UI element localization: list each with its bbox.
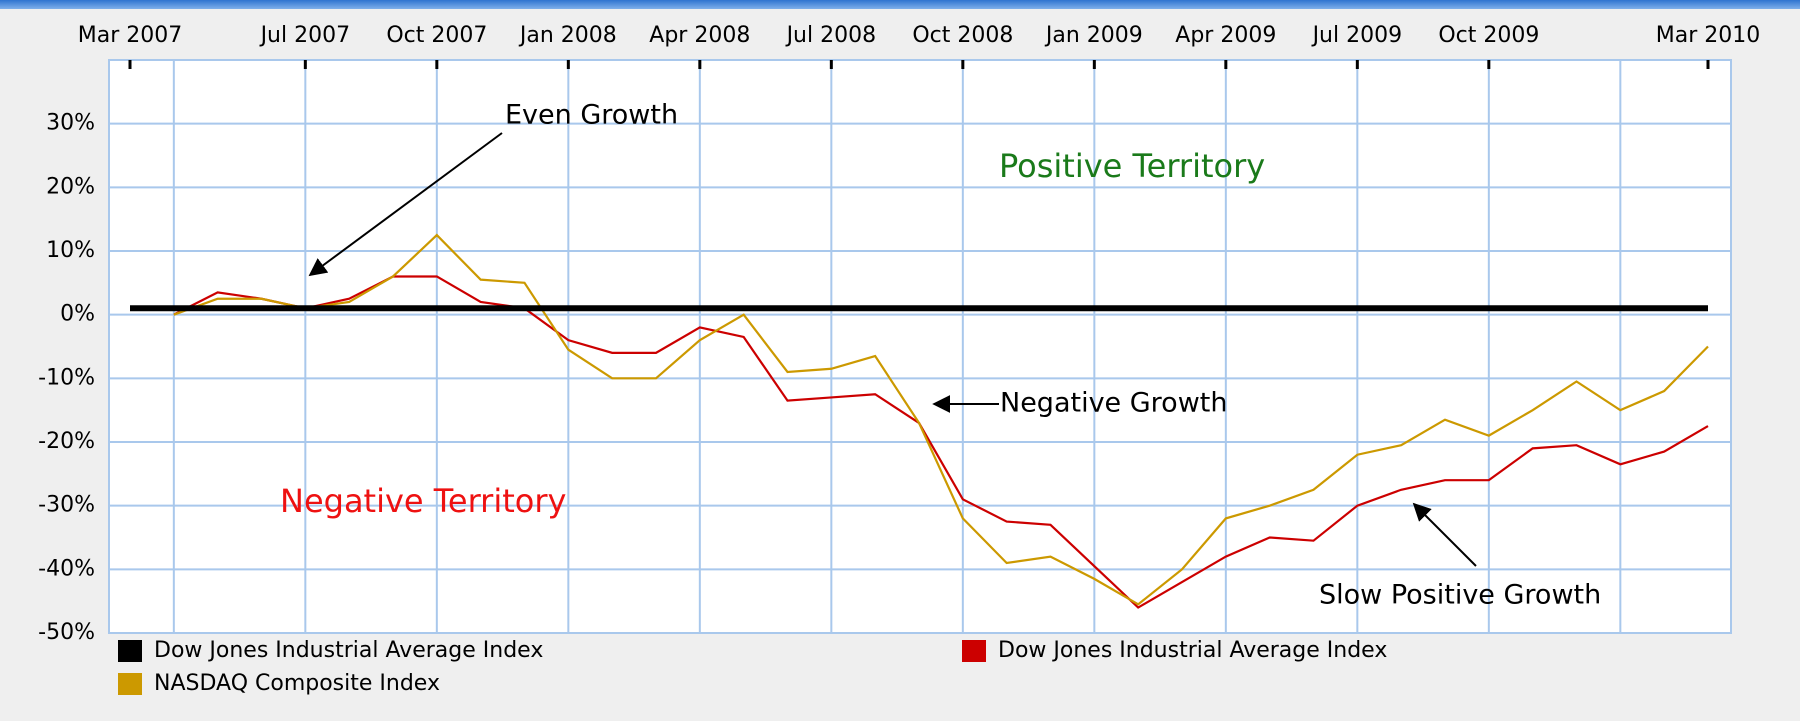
x-tick-label: Jan 2008 [518,23,617,48]
y-tick-label: 0% [60,302,95,327]
x-tick-label: Oct 2007 [386,23,487,48]
legend-swatch [962,640,986,662]
y-tick-label: 20% [46,174,95,199]
series-line [173,275,1709,609]
x-tick-label: Jul 2009 [1311,23,1403,48]
legend-label: Dow Jones Industrial Average Index [154,638,543,663]
arrow [1412,502,1477,567]
plot-area [108,59,1732,634]
y-tick-label: -20% [38,429,95,454]
x-tick-label: Oct 2008 [912,23,1013,48]
x-tick-label: Apr 2009 [1175,23,1276,48]
x-tick-label: Mar 2010 [1656,23,1761,48]
y-tick-label: 10% [46,238,95,263]
annotation: Slow Positive Growth [1319,580,1601,611]
arrow [308,132,503,277]
x-tick-label: Mar 2007 [78,23,183,48]
lines [130,233,1709,609]
legend-label: NASDAQ Composite Index [154,671,440,696]
annotation: Even Growth [505,100,678,131]
x-tick-label: Jul 2008 [785,23,877,48]
y-tick-label: -50% [38,620,95,645]
x-tick-label: Jul 2007 [259,23,351,48]
legend: Dow Jones Industrial Average Index Dow Jo… [118,638,1387,696]
series-line [173,233,1709,606]
legend-swatch [118,640,142,662]
legend-label: Dow Jones Industrial Average Index [998,638,1387,663]
x-tick-label: Oct 2009 [1438,23,1539,48]
top-bar [0,0,1800,9]
y-tick-label: -10% [38,365,95,390]
grid [109,60,1731,634]
legend-swatch [118,673,142,695]
y-tick-label: -40% [38,556,95,581]
y-tick-label: -30% [38,493,95,518]
annotation: Negative Territory [280,482,566,520]
annotation: Negative Growth [1000,388,1227,419]
annotation: Positive Territory [999,147,1265,185]
x-tick-label: Apr 2008 [649,23,750,48]
x-tick-label: Jan 2009 [1044,23,1143,48]
y-tick-label: 30% [46,111,95,136]
